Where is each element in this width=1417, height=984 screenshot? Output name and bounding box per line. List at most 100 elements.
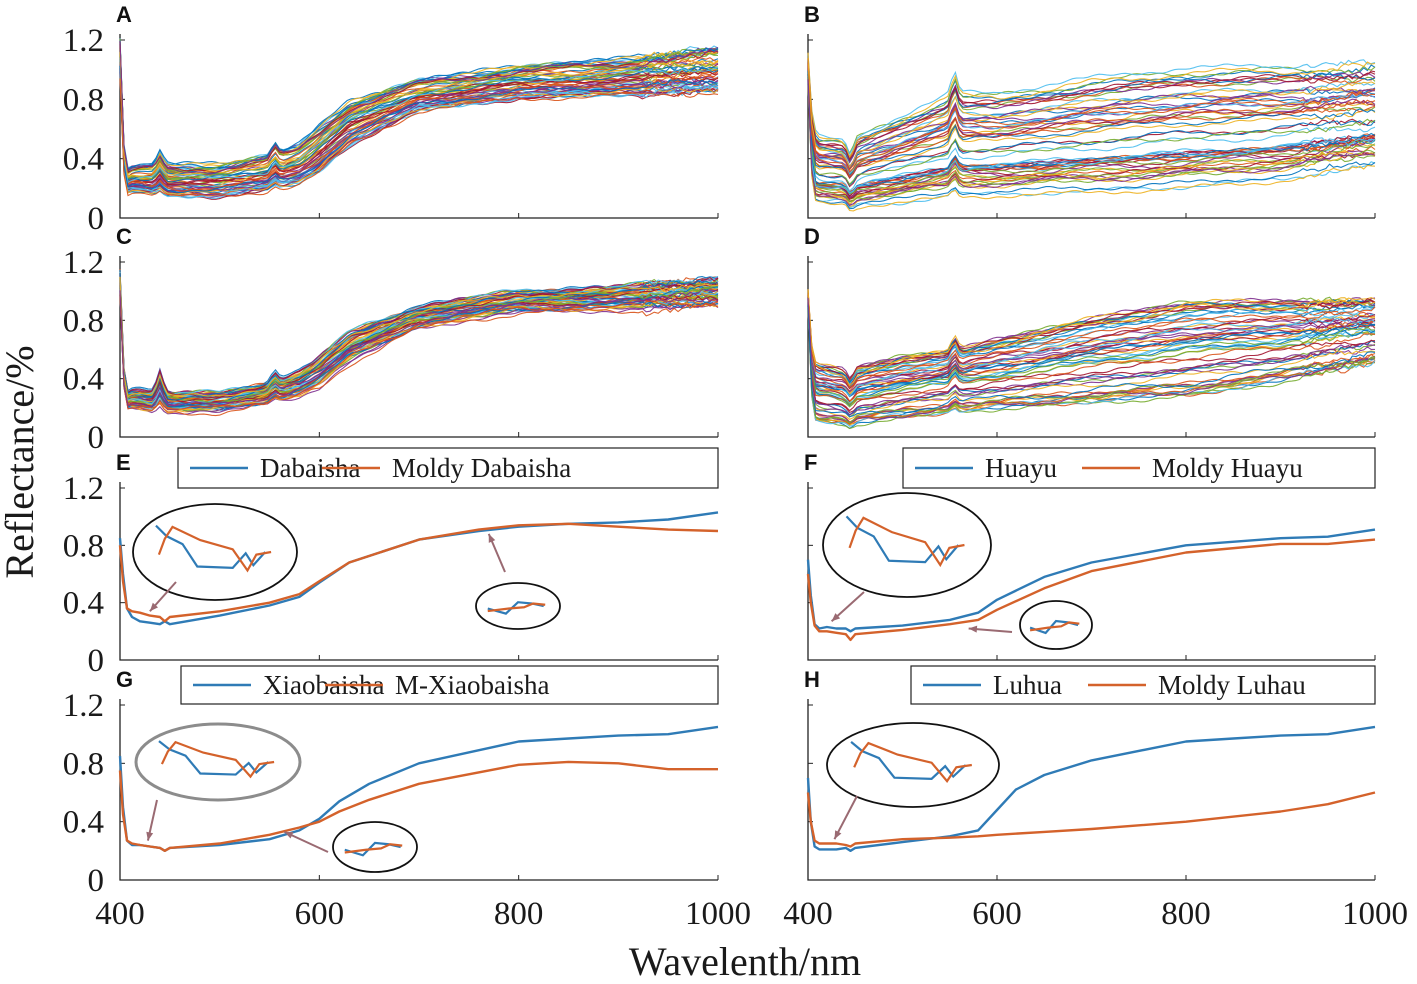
legend-box [910, 665, 1376, 705]
spectrum-line [807, 302, 1376, 420]
zoom-inset [822, 492, 992, 623]
panel-c: C 0 0.4 0.8 1.2 [63, 224, 719, 456]
spectrum-line [807, 83, 1376, 212]
panel-label-a: A [116, 2, 132, 27]
spectrum-line [807, 82, 1376, 209]
spectrum-line [807, 295, 1376, 397]
series-line-healthy [806, 528, 1376, 633]
series-group-c [119, 269, 719, 417]
x-tick-label: 400 [783, 896, 833, 932]
zoom-arrow-head [834, 830, 842, 840]
panel-label-e: E [116, 450, 131, 475]
y-tick-label: 0.8 [63, 746, 104, 782]
zoom-line-moldy [1029, 621, 1080, 632]
spectrum-line [807, 78, 1376, 208]
spectrum-line [807, 298, 1376, 397]
spectrum-line [119, 274, 719, 402]
spectrum-line [807, 291, 1376, 387]
series-group-g [118, 725, 719, 852]
spectrum-line [807, 291, 1376, 384]
zoom-arrow-head [146, 831, 154, 841]
x-axis-title: Wavelenth/nm [629, 939, 861, 984]
spectrum-line [807, 65, 1376, 178]
panel-label-c: C [116, 224, 132, 249]
spectrum-line [807, 84, 1376, 210]
spectrum-line [119, 71, 719, 193]
y-tick-label: 0 [88, 863, 105, 899]
series-line-moldy [806, 538, 1376, 642]
y-tick-label: 0.4 [63, 805, 104, 841]
series-group-a [119, 38, 719, 200]
spectrum-line [119, 272, 719, 401]
panel-g: G 0 0.4 0.8 1.2 400 600 800 1000 Xiaobaisha M-Xiao… [63, 665, 751, 932]
x-tick-label: 1000 [685, 896, 751, 932]
y-tick-label: 1.2 [63, 688, 104, 724]
legend-h: Luhua Moldy Luhau [910, 665, 1376, 705]
spectrum-line [807, 294, 1376, 382]
zoom-ellipse [1019, 600, 1093, 650]
spectrum-line [119, 294, 719, 417]
spectrum-line [807, 298, 1376, 416]
zoom-inset [134, 722, 302, 841]
spectrum-line [807, 57, 1376, 169]
zoom-arrow-head [149, 602, 159, 612]
spectrum-line [119, 294, 719, 411]
x-tick-label: 600 [972, 896, 1022, 932]
spectrum-line [119, 78, 719, 197]
spectrum-line [807, 297, 1376, 390]
series-group-d [807, 289, 1376, 430]
zoom-arrow-head [488, 533, 496, 543]
spectrum-line [119, 43, 719, 174]
spectrum-line [807, 297, 1376, 407]
panel-f: F Huayu Moldy Huayu [804, 447, 1376, 661]
y-tick-label: 1.2 [63, 471, 104, 507]
spectrum-line [807, 302, 1375, 412]
y-tick-label: 1.2 [63, 23, 104, 59]
spectrum-line [119, 56, 719, 183]
panels-layer: A00.40.81.2BC00.40.81.2DE00.40.81.2Dabai… [63, 2, 1408, 932]
panel-h: H 400 600 800 1000 Luhua Moldy Luhau [783, 665, 1408, 932]
x-tick-label: 800 [1161, 896, 1211, 932]
y-tick-label: 0.4 [63, 142, 104, 178]
panel-label-d: D [804, 224, 820, 249]
spectrum-line [807, 294, 1376, 383]
spectrum-line [119, 62, 719, 192]
panel-e: E 0 0.4 0.8 1.2 Dabaisha Moldy Dabaisha [63, 447, 719, 679]
zoom-ellipse [134, 722, 302, 802]
spectrum-line [807, 299, 1376, 416]
series-line-moldy [118, 760, 718, 852]
series-line-healthy [806, 725, 1376, 852]
spectrum-line [807, 58, 1376, 155]
spectrum-line [807, 295, 1376, 386]
y-tick-label: 0 [88, 201, 105, 237]
spectrum-line [119, 41, 719, 174]
legend-label-healthy: Luhua [993, 670, 1062, 700]
spectrum-line [807, 80, 1376, 194]
zoom-line-moldy [848, 516, 965, 568]
spectrum-line [119, 271, 719, 397]
spectrum-line [807, 300, 1376, 405]
spectrum-line [807, 74, 1376, 199]
zoom-inset [968, 600, 1093, 650]
spectrum-line [807, 295, 1376, 382]
legend-label-moldy: Moldy Huayu [1152, 453, 1303, 483]
spectrum-line [807, 68, 1376, 177]
spectrum-line [807, 303, 1376, 424]
spectrum-line [807, 70, 1376, 177]
spectrum-line [807, 73, 1376, 192]
spectrum-line [807, 292, 1376, 381]
zoom-ellipse [332, 821, 418, 873]
zoom-ellipse [826, 722, 1000, 808]
legend-f: Huayu Moldy Huayu [902, 447, 1376, 489]
spectrum-line [807, 302, 1376, 425]
panel-label-b: B [804, 2, 820, 27]
spectrum-line [807, 62, 1376, 173]
y-tick-label: 0.8 [63, 303, 104, 339]
legend-label-healthy: Huayu [985, 453, 1057, 483]
spectrum-line [807, 293, 1376, 389]
spectrum-line [807, 299, 1376, 405]
spectrum-line [807, 61, 1376, 162]
y-tick-label: 0.4 [63, 362, 104, 398]
spectrum-line [807, 58, 1376, 161]
zoom-line-moldy [160, 740, 275, 779]
